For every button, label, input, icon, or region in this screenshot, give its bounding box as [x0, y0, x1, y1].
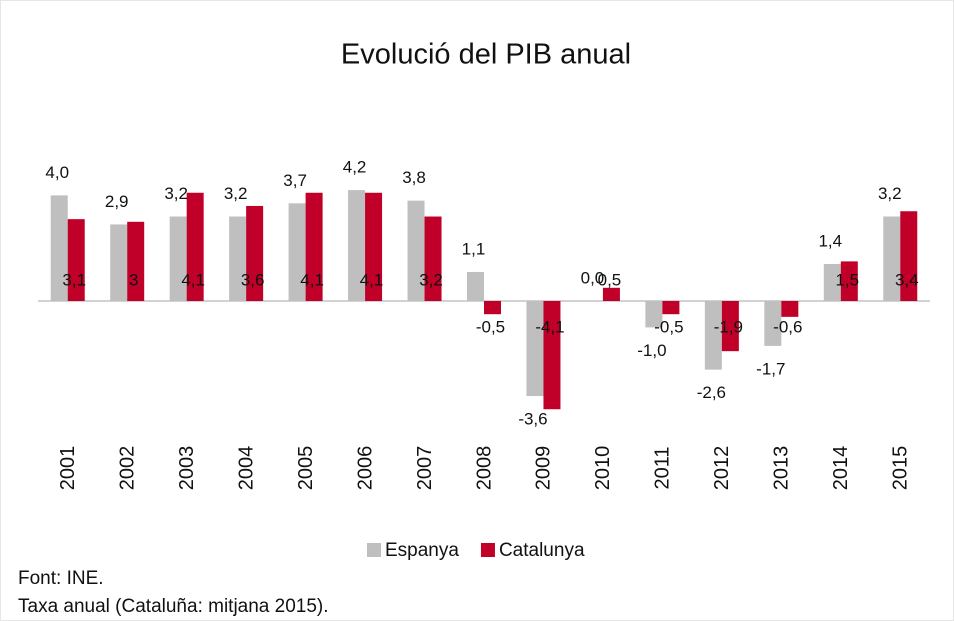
x-tick-label: 2005 — [295, 446, 317, 491]
bar — [127, 221, 145, 301]
bar — [823, 264, 841, 301]
data-label: 4,0 — [45, 163, 69, 182]
data-label: -1,0 — [637, 341, 666, 360]
x-tick-label: 2003 — [176, 446, 198, 491]
legend-label: Espanya — [385, 540, 459, 561]
bar — [764, 301, 782, 346]
bar — [883, 216, 901, 301]
data-label: 4,1 — [181, 270, 205, 289]
bar — [365, 192, 383, 301]
bar — [526, 301, 544, 397]
x-tick-label: 2014 — [830, 446, 852, 491]
data-label: -3,6 — [518, 410, 547, 429]
data-label: 3,1 — [62, 270, 86, 289]
bar — [67, 219, 85, 301]
x-tick-label: 2009 — [533, 446, 555, 491]
bar — [50, 195, 68, 301]
data-label: 1,4 — [818, 232, 842, 251]
x-tick-label: 2004 — [235, 446, 257, 491]
bar — [186, 192, 204, 301]
data-label: 1,5 — [835, 270, 859, 289]
chart-title: Evolució del PIB anual — [341, 39, 631, 71]
data-label: 3,2 — [419, 270, 443, 289]
data-label: 3,6 — [241, 270, 265, 289]
x-tick-label: 2007 — [414, 446, 436, 491]
bar — [662, 301, 680, 315]
bar — [288, 203, 306, 301]
data-label: 3,7 — [283, 171, 307, 190]
bar — [110, 224, 128, 301]
data-label: 3,4 — [895, 270, 919, 289]
x-tick-label: 2010 — [592, 446, 614, 491]
bar — [407, 200, 425, 301]
x-tick-label: 2012 — [711, 446, 733, 491]
x-tick-label: 2006 — [354, 446, 376, 491]
data-label: -0,5 — [476, 317, 505, 336]
data-label: 3,2 — [164, 184, 188, 203]
data-label: 3 — [129, 270, 138, 289]
data-label: -1,7 — [756, 359, 785, 378]
note: Font: INE. — [18, 568, 104, 589]
legend-swatch — [480, 543, 495, 557]
bar — [900, 211, 918, 301]
legend-label: Catalunya — [499, 540, 585, 561]
data-label: -0,5 — [654, 317, 683, 336]
bar — [305, 192, 323, 301]
legend-swatch — [367, 543, 381, 557]
bar — [467, 271, 484, 301]
bar — [704, 301, 722, 370]
data-label: 1,1 — [462, 239, 486, 258]
bar — [602, 287, 620, 301]
x-tick-label: 2013 — [771, 446, 793, 491]
data-label: 4,2 — [343, 158, 367, 177]
x-tick-label: 2001 — [57, 446, 79, 491]
x-tick-label: 2011 — [652, 446, 674, 489]
bar — [543, 301, 561, 410]
x-tick-label: 2015 — [890, 446, 912, 491]
data-label: 0,0 — [581, 268, 605, 287]
bar — [424, 216, 442, 301]
bar — [721, 301, 739, 352]
bar — [229, 216, 247, 301]
data-label: -2,6 — [697, 383, 726, 402]
bar — [484, 301, 501, 315]
data-label: -1,9 — [714, 317, 743, 336]
bar — [348, 190, 366, 301]
data-label: 0,5 — [598, 270, 622, 289]
note: Taxa anual (Cataluña: mitjana 2015). — [18, 596, 329, 617]
bar — [840, 261, 858, 301]
data-label: 4,1 — [360, 270, 384, 289]
data-label: 3,8 — [402, 168, 426, 187]
data-label: -0,6 — [773, 317, 802, 336]
x-tick-label: 2002 — [116, 446, 138, 491]
data-label: 3,2 — [878, 184, 902, 203]
data-label: 3,2 — [224, 184, 248, 203]
data-label: -4,1 — [535, 317, 564, 336]
bar — [781, 301, 799, 317]
bar — [246, 205, 264, 301]
bar — [169, 216, 187, 301]
data-label: 2,9 — [105, 192, 129, 211]
bar — [645, 301, 663, 328]
x-tick-label: 2008 — [473, 446, 495, 491]
data-label: 4,1 — [300, 270, 324, 289]
